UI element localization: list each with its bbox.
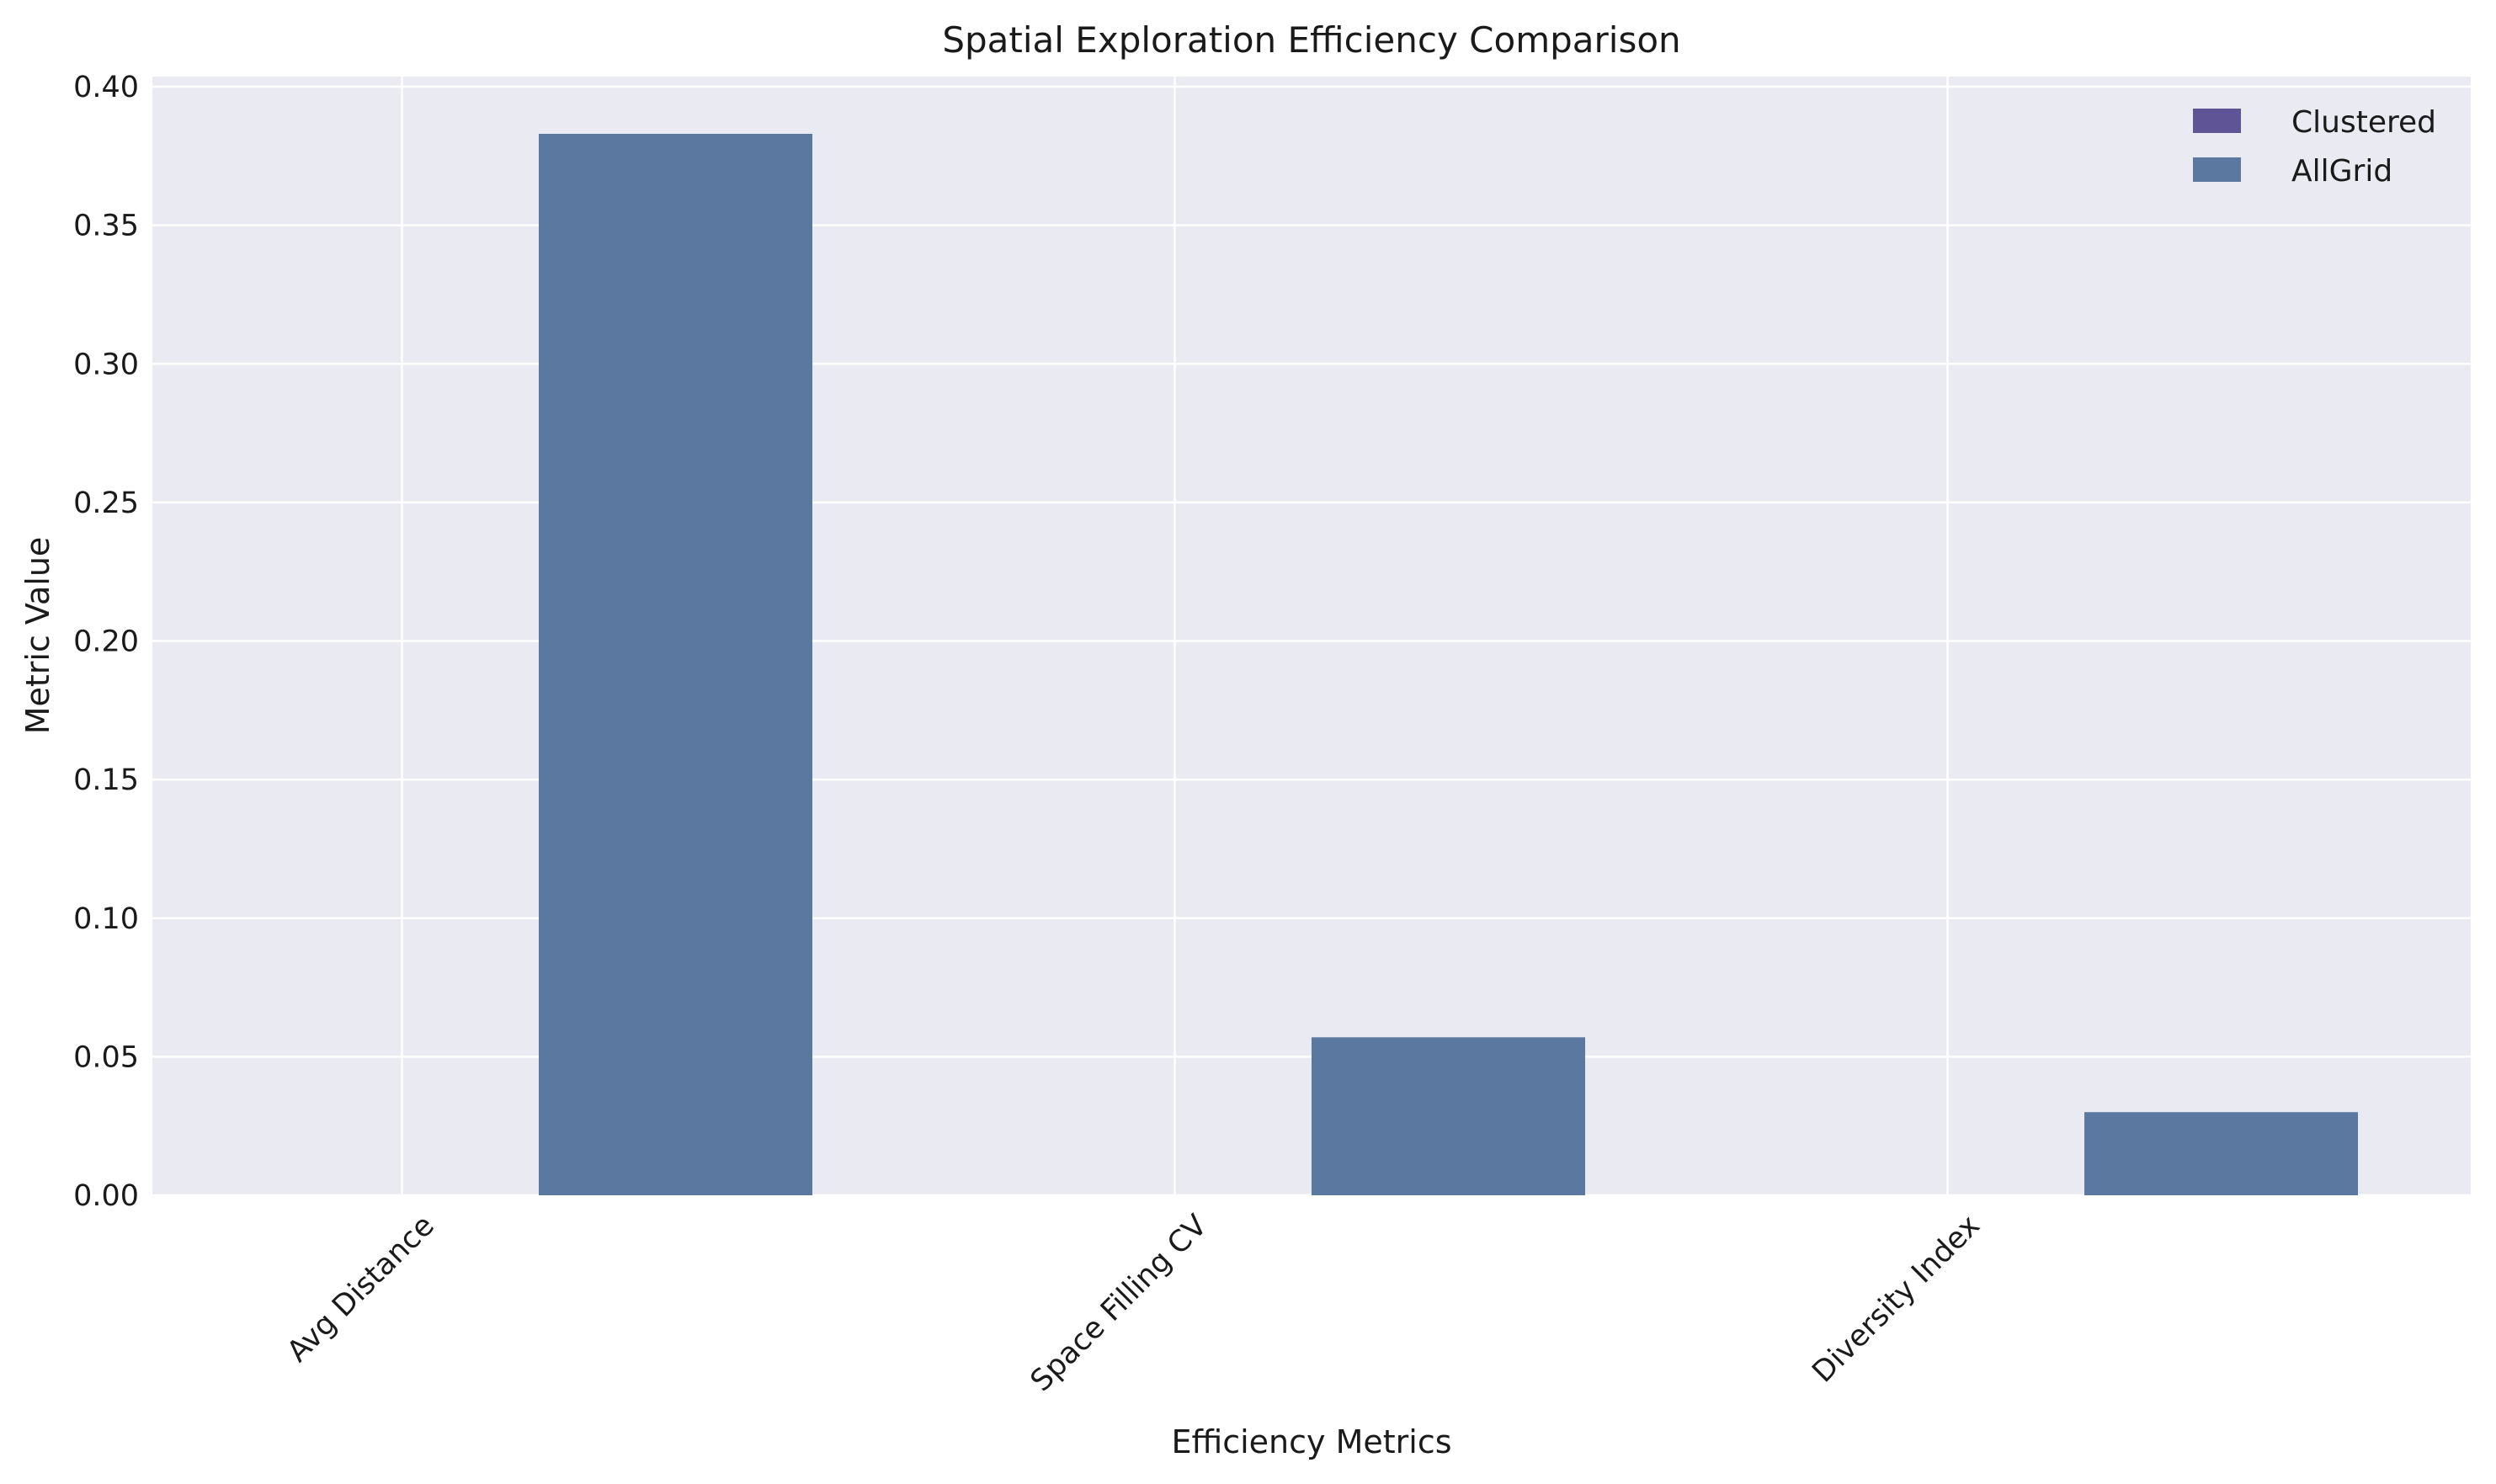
x-axis-ticks: Avg Distance Space Filling CV Diversity In… [281, 1209, 1987, 1398]
y-tick-label: 0.10 [73, 902, 139, 936]
y-tick-label: 0.30 [73, 348, 139, 381]
y-tick-label: 0.25 [73, 487, 139, 520]
bar-allgrid-0 [539, 133, 812, 1195]
y-tick-label: 0.00 [73, 1179, 139, 1213]
y-tick-label: 0.20 [73, 625, 139, 659]
legend-swatch-allgrid [2193, 157, 2241, 182]
y-tick-label: 0.35 [73, 210, 139, 243]
x-axis-label: Efficiency Metrics [1171, 1423, 1451, 1460]
x-tick-label: Avg Distance [281, 1209, 441, 1369]
x-tick-label: Space Filling CV [1024, 1209, 1214, 1398]
x-tick-label: Diversity Index [1806, 1209, 1986, 1389]
legend-label-clustered: Clustered [2291, 105, 2436, 140]
bar-allgrid-1 [1312, 1037, 1585, 1195]
legend-swatch-clustered [2193, 109, 2241, 133]
bar-allgrid-2 [2084, 1112, 2358, 1195]
y-tick-label: 0.40 [73, 71, 139, 104]
chart-title: Spatial Exploration Efficiency Compariso… [942, 19, 1680, 61]
legend-label-allgrid: AllGrid [2291, 154, 2392, 189]
plot-area [152, 77, 2471, 1195]
legend: Clustered AllGrid [2193, 105, 2436, 189]
y-axis-ticks: 0.00 0.05 0.10 0.15 0.20 0.25 0.30 0.35 0.40 [73, 71, 139, 1213]
y-tick-label: 0.05 [73, 1040, 139, 1074]
y-axis-label: Metric Value [19, 537, 56, 735]
y-tick-label: 0.15 [73, 763, 139, 797]
bars [539, 133, 2358, 1195]
